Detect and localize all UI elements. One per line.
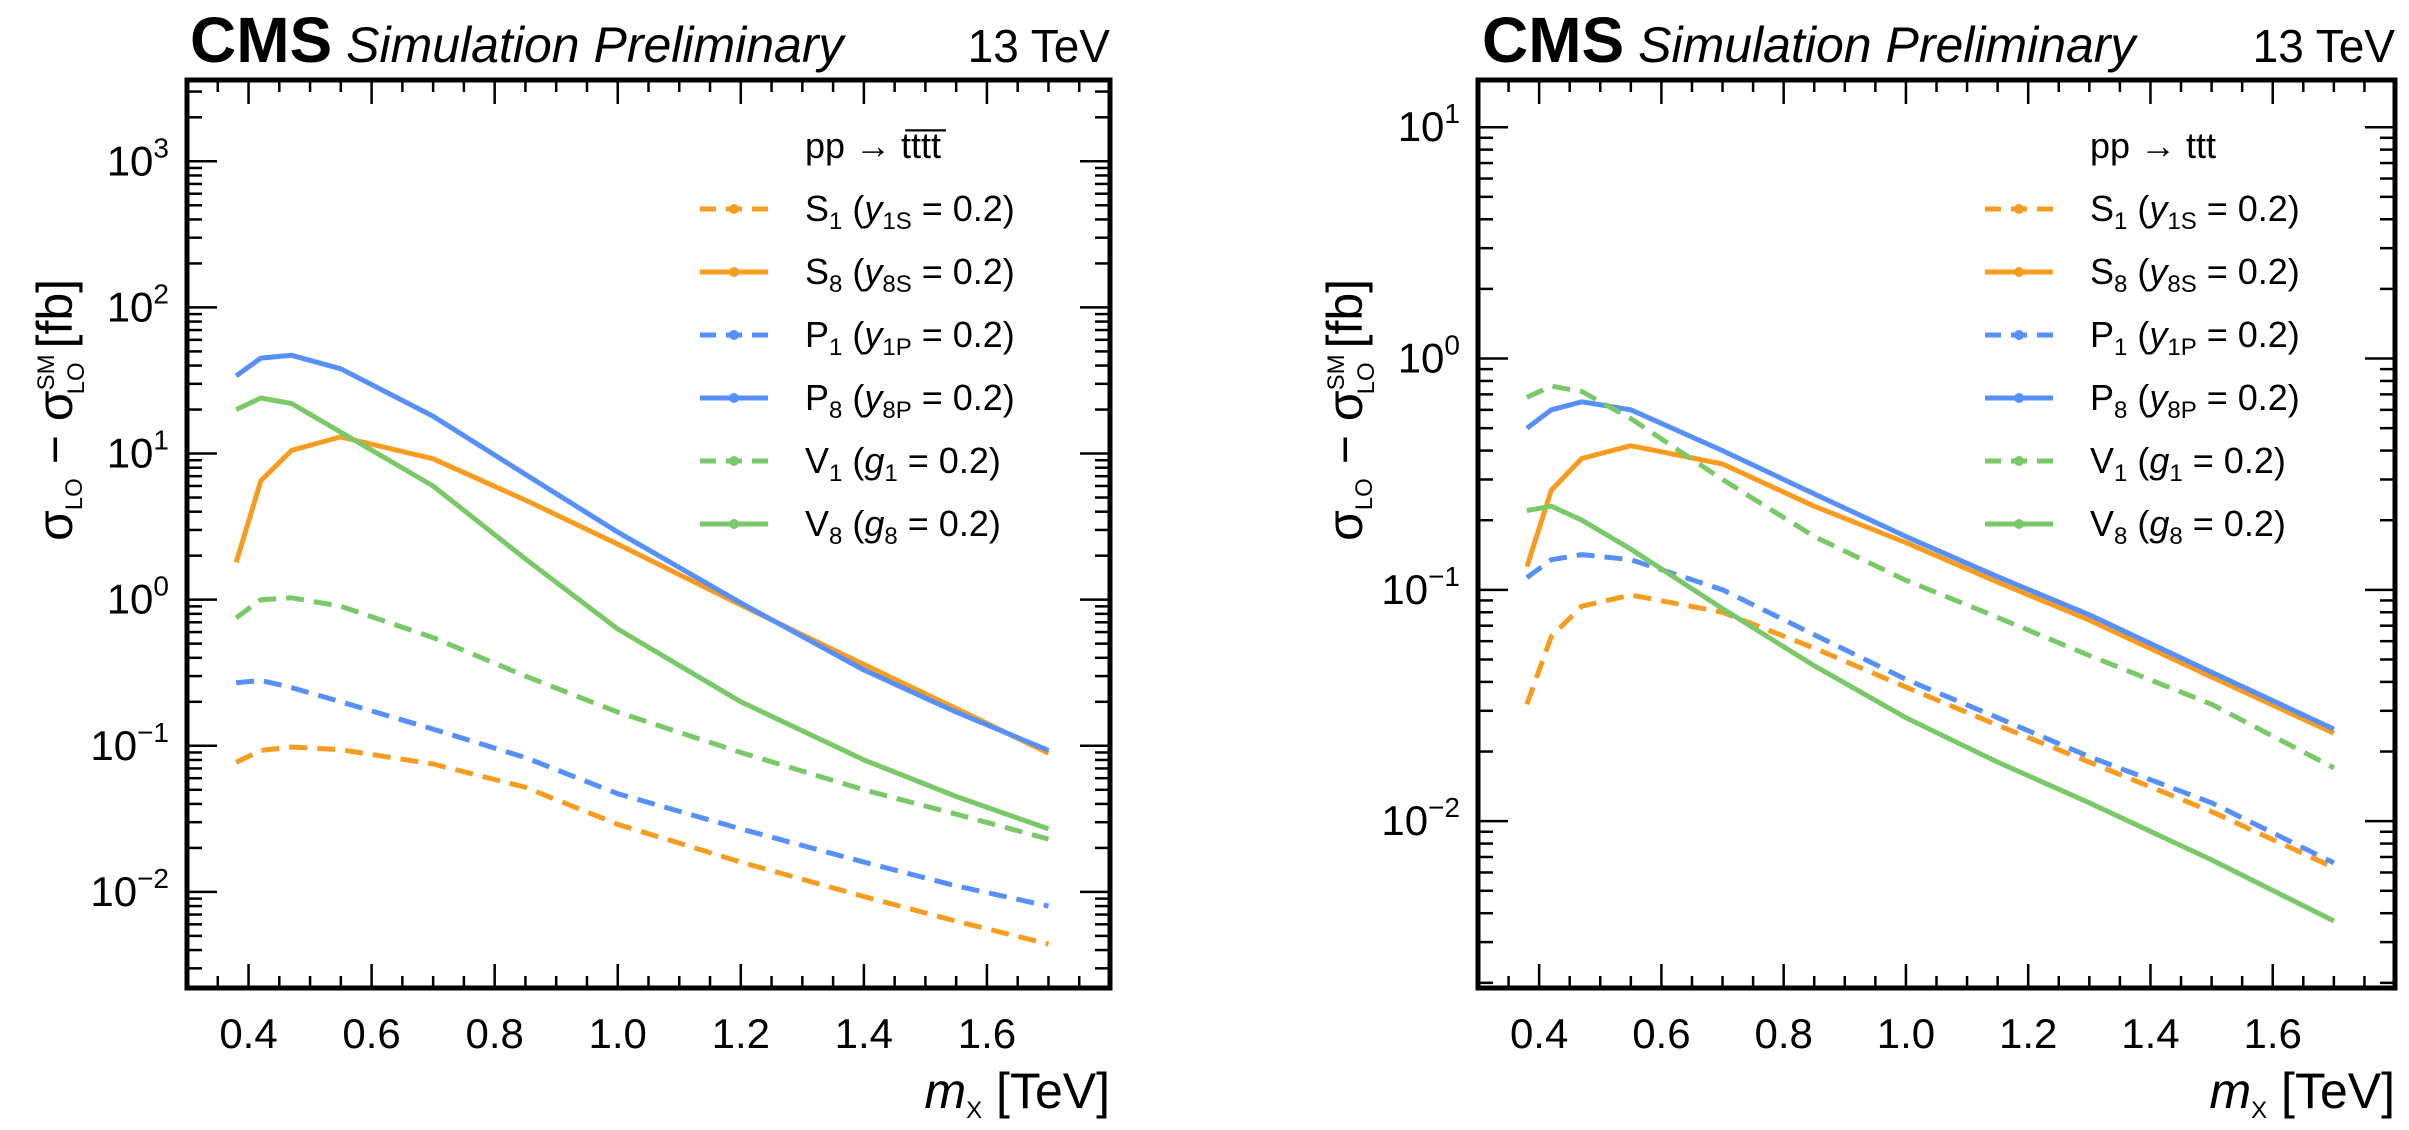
legend-item-v8: V8 (g8 = 0.2) bbox=[700, 503, 1001, 550]
series-line-v8 bbox=[235, 395, 1050, 832]
x-tick-label: 1.6 bbox=[2244, 1010, 2302, 1057]
legend-label: V8 (g8 = 0.2) bbox=[805, 503, 1001, 550]
legend-label: P8 (y8P = 0.2) bbox=[805, 377, 1015, 424]
legend-marker-icon bbox=[2014, 519, 2024, 529]
y-axis-label: σLO − σSM LO [fb] bbox=[27, 279, 90, 541]
legend-marker-icon bbox=[729, 456, 739, 466]
energy-label: 13 TeV bbox=[968, 20, 1111, 72]
series-line-v1 bbox=[1525, 383, 2336, 771]
legend-label: V1 (g1 = 0.2) bbox=[805, 440, 1001, 487]
legend-marker-icon bbox=[729, 330, 739, 340]
legend-item-v1: V1 (g1 = 0.2) bbox=[700, 440, 1001, 487]
legend-marker-icon bbox=[2014, 456, 2024, 466]
legend-process-title: pp → tt̅tt̅ bbox=[805, 125, 947, 166]
legend-item-s8: S8 (y8S = 0.2) bbox=[700, 251, 1015, 298]
legend-label: S8 (y8S = 0.2) bbox=[805, 251, 1015, 298]
legend-label: P1 (y1P = 0.2) bbox=[2090, 314, 2300, 361]
legend-item-v1: V1 (g1 = 0.2) bbox=[1985, 440, 2286, 487]
legend-label: S1 (y1S = 0.2) bbox=[2090, 188, 2300, 235]
legend-marker-icon bbox=[2014, 204, 2024, 214]
y-tick-label: 10−1 bbox=[1381, 561, 1460, 613]
legend: pp → tt̅tt̅ S1 (y1S = 0.2) S8 (y8S = 0.2) P… bbox=[700, 125, 1015, 550]
legend-item-p8: P8 (y8P = 0.2) bbox=[700, 377, 1015, 424]
simulation-preliminary-label: Simulation Preliminary bbox=[346, 17, 846, 73]
y-tick-label: 100 bbox=[1398, 330, 1460, 382]
x-tick-label: 1.4 bbox=[2121, 1010, 2179, 1057]
y-tick-label: 10−1 bbox=[90, 717, 169, 769]
x-tick-label: 0.6 bbox=[342, 1010, 400, 1057]
series-line-p1 bbox=[235, 677, 1050, 909]
left-panel-tttt: CMS Simulation Preliminary 13 TeV 0.4 0.6 0.… bbox=[27, 4, 1113, 1124]
y-tick-label: 101 bbox=[1398, 98, 1460, 150]
x-tick-label: 0.4 bbox=[1510, 1010, 1568, 1057]
legend-item-s8: S8 (y8S = 0.2) bbox=[1985, 251, 2300, 298]
series-line-s8 bbox=[233, 434, 1050, 756]
x-tick-label: 1.0 bbox=[589, 1010, 647, 1057]
legend-marker-icon bbox=[2014, 330, 2024, 340]
plot-area bbox=[1524, 383, 2336, 924]
x-tick-label: 0.8 bbox=[1754, 1010, 1812, 1057]
x-tick-label: 1.0 bbox=[1877, 1010, 1935, 1057]
series-line-s8 bbox=[1524, 443, 2335, 736]
series-line-s1 bbox=[235, 744, 1050, 947]
legend-label: P1 (y1P = 0.2) bbox=[805, 314, 1015, 361]
cms-header: CMS Simulation Preliminary bbox=[1482, 4, 2139, 76]
y-tick-label: 10−2 bbox=[90, 863, 169, 915]
cms-label: CMS bbox=[190, 4, 332, 76]
x-tick-label: 1.4 bbox=[835, 1010, 893, 1057]
y-axis-label: σLO − σSM LO [fb] bbox=[1317, 279, 1380, 541]
series-line-p8 bbox=[234, 352, 1050, 753]
series-line-p1 bbox=[1525, 552, 2336, 866]
y-tick-label: 102 bbox=[107, 278, 169, 330]
legend-item-v8: V8 (g8 = 0.2) bbox=[1985, 503, 2286, 550]
legend-process-title: pp → ttt bbox=[2090, 125, 2216, 166]
right-panel-ttt: CMS Simulation Preliminary 13 TeV 0.4 0.6 0.… bbox=[1317, 4, 2398, 1124]
energy-label: 13 TeV bbox=[2253, 20, 2396, 72]
legend-item-s1: S1 (y1S = 0.2) bbox=[1985, 188, 2300, 235]
legend-label: S8 (y8S = 0.2) bbox=[2090, 251, 2300, 298]
x-tick-label: 0.6 bbox=[1632, 1010, 1690, 1057]
cms-label: CMS bbox=[1482, 4, 1624, 76]
x-tick-label: 0.4 bbox=[219, 1010, 277, 1057]
legend-marker-icon bbox=[729, 204, 739, 214]
legend-label: S1 (y1S = 0.2) bbox=[805, 188, 1015, 235]
legend-item-p1: P1 (y1P = 0.2) bbox=[1985, 314, 2300, 361]
x-tick-label: 0.8 bbox=[465, 1010, 523, 1057]
series-line-p8 bbox=[1525, 399, 2335, 732]
legend-label: V1 (g1 = 0.2) bbox=[2090, 440, 2286, 487]
legend-label: P8 (y8P = 0.2) bbox=[2090, 377, 2300, 424]
y-tick-label: 10−2 bbox=[1381, 792, 1460, 844]
x-tick-label: 1.2 bbox=[1999, 1010, 2057, 1057]
plot-area bbox=[233, 352, 1050, 947]
x-tick-label: 1.6 bbox=[958, 1010, 1016, 1057]
legend-marker-icon bbox=[2014, 267, 2024, 277]
series-line-s1 bbox=[1524, 592, 2335, 870]
legend-item-p1: P1 (y1P = 0.2) bbox=[700, 314, 1015, 361]
legend-marker-icon bbox=[2014, 393, 2024, 403]
x-tick-label: 1.2 bbox=[712, 1010, 770, 1057]
y-tick-label: 100 bbox=[107, 571, 169, 623]
series-line-v1 bbox=[234, 595, 1050, 842]
simulation-preliminary-label: Simulation Preliminary bbox=[1638, 17, 2138, 73]
y-tick-label: 103 bbox=[107, 132, 169, 184]
series-line-v8 bbox=[1526, 503, 2336, 924]
y-tick-label: 101 bbox=[107, 425, 169, 477]
legend-label: V8 (g8 = 0.2) bbox=[2090, 503, 2286, 550]
legend-marker-icon bbox=[729, 267, 739, 277]
legend-marker-icon bbox=[729, 519, 739, 529]
legend-item-s1: S1 (y1S = 0.2) bbox=[700, 188, 1015, 235]
legend-item-p8: P8 (y8P = 0.2) bbox=[1985, 377, 2300, 424]
cms-header: CMS Simulation Preliminary bbox=[190, 4, 847, 76]
x-axis-label: mX [TeV] bbox=[2209, 1063, 2395, 1124]
x-axis-label: mX [TeV] bbox=[924, 1063, 1110, 1124]
legend: pp → ttt S1 (y1S = 0.2) S8 (y8S = 0.2) P1 (… bbox=[1985, 125, 2300, 550]
legend-marker-icon bbox=[729, 393, 739, 403]
